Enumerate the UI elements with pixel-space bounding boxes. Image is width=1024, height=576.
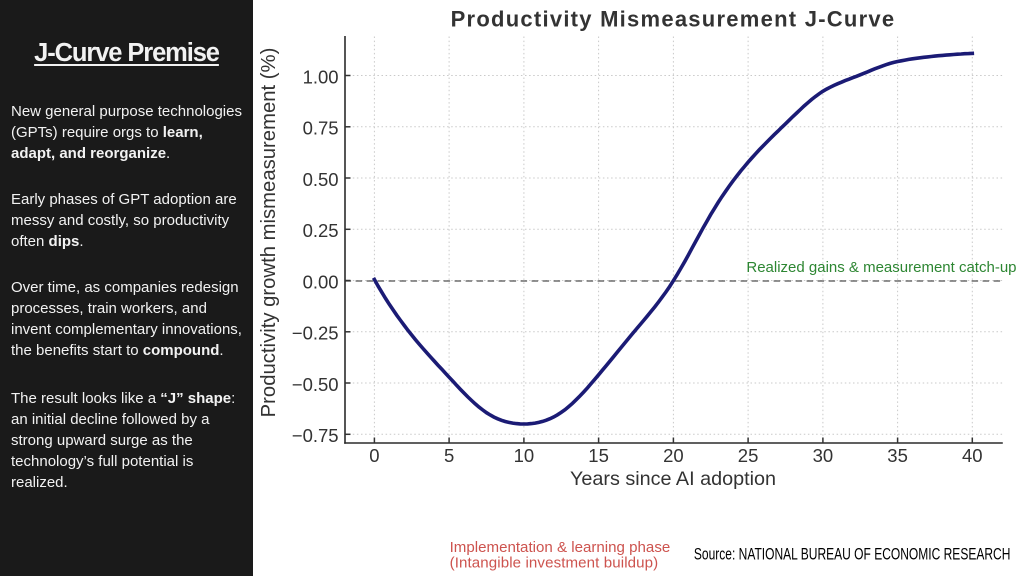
svg-text:−0.50: −0.50: [292, 374, 339, 395]
svg-text:−0.75: −0.75: [292, 425, 339, 446]
svg-text:10: 10: [514, 445, 535, 466]
svg-text:Source: NATIONAL BUREAU OF ECO: Source: NATIONAL BUREAU OF ECONOMIC RESE…: [694, 546, 1011, 564]
svg-text:0: 0: [369, 445, 379, 466]
svg-text:40: 40: [962, 445, 983, 466]
svg-text:0.75: 0.75: [303, 118, 339, 139]
svg-text:30: 30: [813, 445, 834, 466]
svg-text:Implementation & learning phas: Implementation & learning phase: [450, 539, 671, 556]
svg-text:1.00: 1.00: [303, 66, 339, 87]
svg-text:15: 15: [588, 445, 609, 466]
svg-text:Years since AI adoption: Years since AI adoption: [570, 468, 776, 490]
svg-text:25: 25: [738, 445, 759, 466]
svg-text:(Intangible investment buildup: (Intangible investment buildup): [450, 554, 659, 571]
svg-text:Productivity Mismeasurement J-: Productivity Mismeasurement J-Curve: [451, 6, 896, 31]
svg-text:20: 20: [663, 445, 684, 466]
svg-text:−0.25: −0.25: [292, 323, 339, 344]
svg-text:0.50: 0.50: [303, 169, 339, 190]
svg-text:Realized gains & measurement c: Realized gains & measurement catch-up: [746, 259, 1016, 276]
svg-text:Productivity growth mismeasure: Productivity growth mismeasurement (%): [258, 48, 280, 418]
svg-text:35: 35: [887, 445, 908, 466]
svg-text:0.00: 0.00: [303, 271, 339, 292]
svg-text:5: 5: [444, 445, 454, 466]
svg-text:0.25: 0.25: [303, 220, 339, 241]
